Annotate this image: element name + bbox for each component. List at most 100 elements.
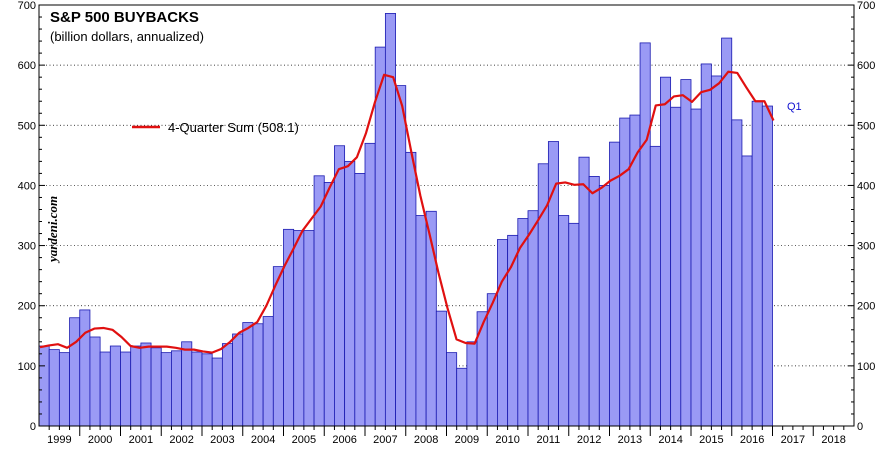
bar bbox=[130, 345, 142, 427]
bar bbox=[191, 351, 203, 427]
bar bbox=[232, 333, 244, 427]
bar bbox=[680, 79, 692, 427]
y-tick-label-right: 100 bbox=[857, 361, 875, 373]
bar bbox=[578, 156, 590, 427]
bar bbox=[364, 142, 376, 427]
bar bbox=[497, 239, 509, 427]
bar bbox=[150, 347, 162, 427]
bar bbox=[609, 141, 621, 427]
bar bbox=[303, 230, 315, 427]
bar bbox=[619, 117, 631, 427]
bar bbox=[171, 350, 183, 427]
bar bbox=[558, 215, 570, 427]
x-tick-label: 2005 bbox=[292, 434, 316, 446]
x-tick-label: 2013 bbox=[618, 434, 642, 446]
y-tick-label-left: 600 bbox=[18, 60, 36, 72]
bar bbox=[334, 145, 346, 427]
x-tick-label: 2011 bbox=[537, 434, 561, 446]
bar bbox=[660, 76, 672, 427]
x-axis: 1999 2000 2001 2002 2003 2004 2005 2006 2007 2008… bbox=[47, 426, 846, 446]
x-tick-label: 2012 bbox=[577, 434, 601, 446]
legend-label: 4-Quarter Sum (508.1) bbox=[168, 120, 299, 135]
x-tick-label: 2003 bbox=[210, 434, 234, 446]
bar bbox=[731, 119, 743, 427]
bar bbox=[395, 85, 407, 427]
bar bbox=[435, 310, 447, 427]
bar bbox=[751, 100, 763, 427]
y-tick-label-left: 500 bbox=[18, 120, 36, 132]
bar bbox=[89, 336, 101, 427]
x-tick-label: 2009 bbox=[455, 434, 479, 446]
bar bbox=[160, 352, 172, 427]
y-axis-right: 0 100 200 300 400 500 600 700 bbox=[848, 0, 875, 433]
bar bbox=[69, 317, 81, 427]
bar-series bbox=[38, 13, 773, 427]
bar bbox=[48, 349, 60, 427]
y-tick-label-right: 400 bbox=[857, 180, 875, 192]
bar bbox=[588, 176, 600, 427]
bar bbox=[446, 352, 458, 427]
bar bbox=[568, 222, 580, 427]
bar bbox=[242, 322, 254, 427]
bar bbox=[476, 311, 488, 427]
chart-subtitle: (billion dollars, annualized) bbox=[50, 29, 204, 44]
last-point-label: Q1 bbox=[787, 101, 802, 113]
bar bbox=[120, 351, 132, 427]
bar bbox=[700, 63, 712, 427]
bar bbox=[181, 341, 193, 427]
x-tick-label: 1999 bbox=[47, 434, 71, 446]
bar bbox=[323, 182, 335, 427]
y-tick-label-left: 100 bbox=[18, 361, 36, 373]
bar bbox=[140, 342, 152, 427]
bar bbox=[649, 145, 661, 427]
x-tick-label: 2018 bbox=[821, 434, 845, 446]
line-4-quarter-sum bbox=[39, 70, 775, 354]
y-tick-label-left: 700 bbox=[18, 0, 36, 12]
bar bbox=[99, 351, 111, 427]
x-tick-label: 2017 bbox=[781, 434, 805, 446]
y-tick-label-right: 500 bbox=[857, 120, 875, 132]
watermark: yardeni.com bbox=[45, 196, 60, 264]
y-tick-label-left: 200 bbox=[18, 301, 36, 313]
y-tick-label-right: 300 bbox=[857, 241, 875, 253]
y-tick-label-right: 200 bbox=[857, 301, 875, 313]
line-series bbox=[39, 70, 775, 354]
bar bbox=[79, 309, 91, 427]
bar bbox=[272, 266, 284, 427]
bar bbox=[710, 75, 722, 427]
y-tick-label-left: 300 bbox=[18, 241, 36, 253]
x-tick-label: 2004 bbox=[251, 434, 275, 446]
x-tick-label: 2001 bbox=[129, 434, 153, 446]
bar bbox=[344, 160, 356, 427]
y-tick-label-right: 700 bbox=[857, 0, 875, 12]
x-tick-label: 2008 bbox=[414, 434, 438, 446]
x-tick-label: 2000 bbox=[88, 434, 112, 446]
bar bbox=[109, 345, 121, 427]
bar bbox=[598, 185, 610, 427]
x-tick-label: 2006 bbox=[332, 434, 356, 446]
x-tick-label: 2010 bbox=[495, 434, 519, 446]
bar bbox=[58, 352, 70, 427]
x-tick-label: 2015 bbox=[699, 434, 723, 446]
y-tick-label-right: 0 bbox=[857, 421, 863, 433]
y-tick-label-left: 400 bbox=[18, 180, 36, 192]
bar bbox=[374, 46, 386, 427]
bar bbox=[527, 210, 539, 427]
bar bbox=[721, 37, 733, 427]
bar bbox=[690, 108, 702, 427]
bar bbox=[354, 172, 366, 427]
bar bbox=[201, 353, 213, 427]
bar bbox=[293, 230, 305, 427]
legend: 4-Quarter Sum (508.1) bbox=[132, 120, 299, 135]
chart-title: S&P 500 BUYBACKS bbox=[50, 9, 199, 26]
bar bbox=[211, 357, 223, 427]
bar bbox=[221, 343, 233, 427]
bar bbox=[405, 151, 417, 427]
x-tick-label: 2016 bbox=[740, 434, 764, 446]
bar bbox=[761, 105, 773, 427]
bar bbox=[252, 323, 264, 427]
x-tick-label: 2014 bbox=[658, 434, 682, 446]
bar bbox=[456, 367, 468, 427]
